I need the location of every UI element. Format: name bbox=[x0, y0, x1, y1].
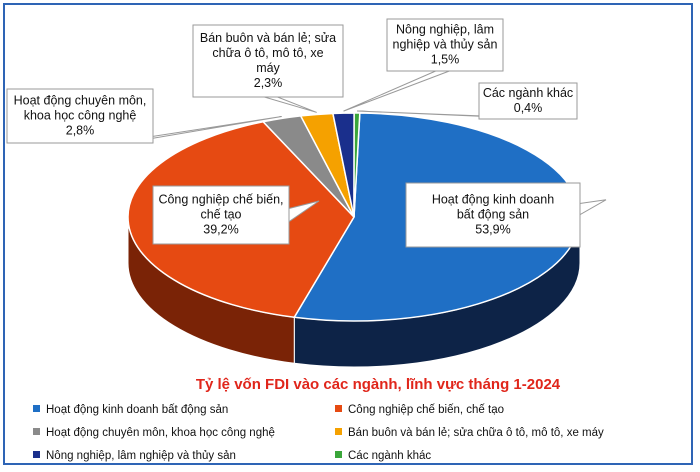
data-label: 0,4% bbox=[514, 101, 543, 115]
legend-swatch bbox=[335, 451, 342, 458]
slice-label: Hoạt động kinh doanh bbox=[432, 193, 554, 207]
data-label: 2,8% bbox=[66, 124, 95, 138]
callout-pointer bbox=[577, 199, 607, 217]
legend-item-ban-buon-va-ban-le-sua-chua-o-to-mo-to-xe-may: Bán buôn và bán lẻ; sửa chữa ô tô, mô tô… bbox=[335, 427, 604, 439]
legend-label: Hoạt động kinh doanh bất động sản bbox=[46, 404, 228, 416]
legend-swatch bbox=[33, 405, 40, 412]
callout-box bbox=[6, 88, 154, 144]
legend-label: Hoạt động chuyên môn, khoa học công nghệ bbox=[46, 427, 275, 439]
legend-item-nong-nghiep-lam-nghiep-va-thuy-san: Nông nghiệp, lâm nghiệp và thủy sản bbox=[33, 450, 236, 462]
legend-label: Bán buôn và bán lẻ; sửa chữa ô tô, mô tô… bbox=[348, 427, 604, 439]
slice-label: chế tạo bbox=[200, 208, 241, 222]
callout-box bbox=[192, 24, 344, 98]
callout-box bbox=[405, 182, 581, 248]
chart-title: Tỷ lệ vốn FDI vào các ngành, lĩnh vực th… bbox=[196, 376, 561, 393]
slice-label: Công nghiệp chế biến, bbox=[158, 193, 283, 207]
data-label: 53,9% bbox=[475, 223, 510, 237]
callout-box bbox=[152, 185, 290, 245]
legend-item-cac-nganh-khac: Các ngành khác bbox=[335, 450, 431, 462]
legend-item-hoat-dong-chuyen-mon-khoa-hoc-cong-nghe: Hoạt động chuyên môn, khoa học công nghệ bbox=[33, 427, 275, 439]
slice-label: Bán buôn và bán lẻ; sửa bbox=[200, 31, 336, 45]
legend-swatch bbox=[335, 405, 342, 412]
callout-pointer bbox=[343, 69, 453, 112]
callout-pointer bbox=[260, 95, 317, 113]
legend-label: Nông nghiệp, lâm nghiệp và thủy sản bbox=[46, 450, 236, 462]
slice-label: khoa học công nghệ bbox=[24, 109, 137, 123]
legend-label: Các ngành khác bbox=[348, 450, 431, 462]
slice-label: máy bbox=[256, 61, 280, 75]
callout-box bbox=[386, 18, 504, 72]
slice-label: Hoạt động chuyên môn, bbox=[14, 94, 147, 108]
data-label: 39,2% bbox=[203, 223, 238, 237]
legend-swatch bbox=[33, 451, 40, 458]
pie-slice-cac-nganh-khac bbox=[353, 112, 361, 218]
legend-swatch bbox=[335, 428, 342, 435]
data-label: 2,3% bbox=[254, 76, 283, 90]
slice-label: bất động sản bbox=[457, 208, 529, 222]
slice-label: Các ngành khác bbox=[483, 86, 573, 100]
legend-item-cong-nghiep-che-bien-che-tao: Công nghiệp chế biến, chế tạo bbox=[335, 404, 504, 416]
slice-label: Nông nghiệp, lâm bbox=[396, 23, 494, 37]
chart-frame: Hoạt động kinh doanh bất động sản 53,9% Côn… bbox=[3, 3, 693, 465]
slice-label: nghiệp và thủy sản bbox=[393, 38, 498, 52]
legend: Hoạt động kinh doanh bất động sản Công ng… bbox=[33, 404, 604, 462]
legend-swatch bbox=[33, 428, 40, 435]
legend-label: Công nghiệp chế biến, chế tạo bbox=[348, 404, 504, 416]
legend-item-hoat-dong-kinh-doanh-bat-dong-san: Hoạt động kinh doanh bất động sản bbox=[33, 404, 228, 416]
data-label: 1,5% bbox=[431, 53, 460, 67]
slice-label: chữa ô tô, mô tô, xe bbox=[212, 46, 323, 60]
callout-box bbox=[478, 82, 578, 120]
callout-hoat-dong-chuyen-mon-khoa-hoc-cong-nghe: Hoạt động chuyên môn,khoa học công nghệ2… bbox=[6, 88, 282, 144]
